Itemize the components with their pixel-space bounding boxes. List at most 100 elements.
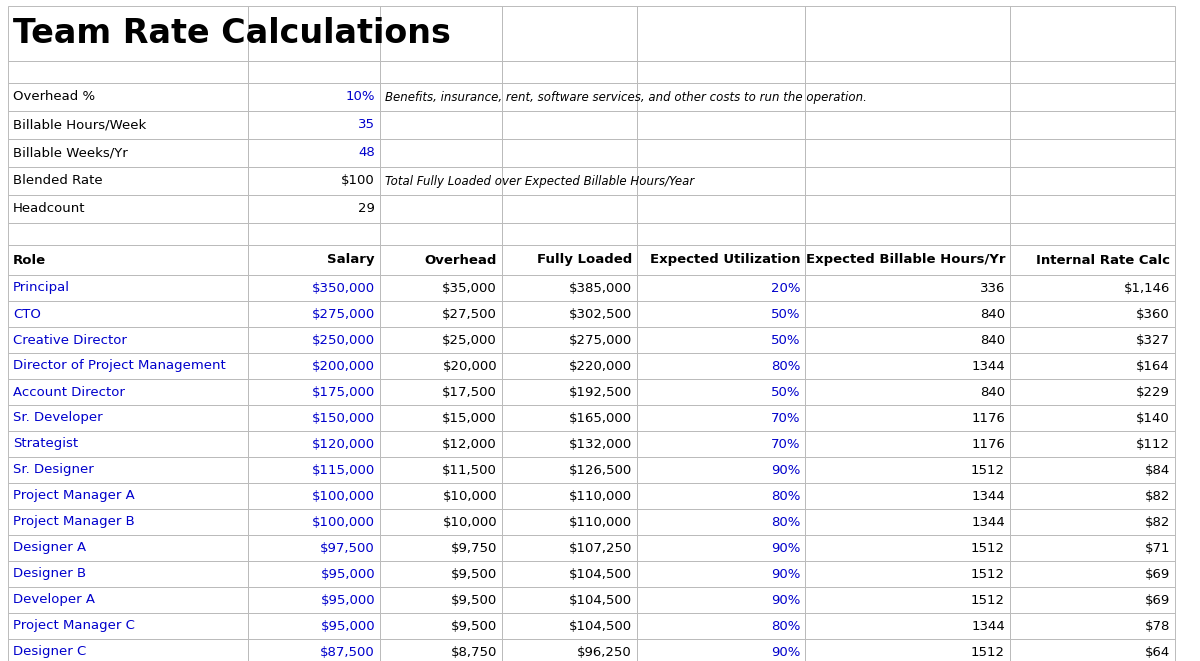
Bar: [502, 353, 637, 379]
Text: 70%: 70%: [770, 412, 800, 424]
Text: 48: 48: [359, 147, 374, 159]
Bar: [637, 405, 805, 431]
Bar: [1010, 535, 1175, 561]
Text: $9,750: $9,750: [451, 541, 497, 555]
Bar: [502, 139, 637, 167]
Bar: [1010, 587, 1175, 613]
Text: $9,500: $9,500: [451, 619, 497, 633]
Bar: [1010, 61, 1175, 83]
Bar: [8, 431, 248, 457]
Text: $100: $100: [341, 175, 374, 188]
Text: $10,000: $10,000: [443, 490, 497, 502]
Bar: [1010, 639, 1175, 661]
Bar: [502, 379, 637, 405]
Text: Internal Rate Calc: Internal Rate Calc: [1036, 254, 1170, 266]
Text: $100,000: $100,000: [312, 490, 374, 502]
Text: $15,000: $15,000: [443, 412, 497, 424]
Bar: [8, 639, 248, 661]
Bar: [805, 431, 1010, 457]
Text: $8,750: $8,750: [451, 646, 497, 658]
Text: Strategist: Strategist: [13, 438, 78, 451]
Bar: [380, 509, 502, 535]
Bar: [805, 275, 1010, 301]
Text: 840: 840: [980, 385, 1006, 399]
Bar: [502, 301, 637, 327]
Text: $165,000: $165,000: [569, 412, 632, 424]
Bar: [502, 245, 637, 275]
Bar: [8, 587, 248, 613]
Bar: [637, 195, 805, 223]
Bar: [380, 195, 502, 223]
Text: $220,000: $220,000: [569, 360, 632, 373]
Bar: [1010, 275, 1175, 301]
Bar: [248, 587, 380, 613]
Text: 1512: 1512: [971, 646, 1006, 658]
Bar: [8, 457, 248, 483]
Text: $12,000: $12,000: [443, 438, 497, 451]
Bar: [8, 379, 248, 405]
Text: 50%: 50%: [770, 385, 800, 399]
Bar: [637, 535, 805, 561]
Text: 840: 840: [980, 334, 1006, 346]
Bar: [502, 61, 637, 83]
Text: 840: 840: [980, 307, 1006, 321]
Text: Overhead %: Overhead %: [13, 91, 95, 104]
Bar: [637, 561, 805, 587]
Text: 80%: 80%: [770, 490, 800, 502]
Bar: [502, 587, 637, 613]
Text: 1344: 1344: [971, 360, 1006, 373]
Bar: [380, 483, 502, 509]
Text: $97,500: $97,500: [320, 541, 374, 555]
Bar: [8, 613, 248, 639]
Bar: [248, 83, 380, 111]
Text: 1344: 1344: [971, 516, 1006, 529]
Bar: [502, 195, 637, 223]
Bar: [8, 245, 248, 275]
Bar: [380, 431, 502, 457]
Text: $350,000: $350,000: [312, 282, 374, 295]
Text: $302,500: $302,500: [569, 307, 632, 321]
Bar: [502, 535, 637, 561]
Text: $95,000: $95,000: [320, 619, 374, 633]
Bar: [8, 83, 248, 111]
Bar: [637, 483, 805, 509]
Text: Account Director: Account Director: [13, 385, 125, 399]
Bar: [1010, 561, 1175, 587]
Bar: [248, 561, 380, 587]
Text: $27,500: $27,500: [442, 307, 497, 321]
Bar: [637, 223, 805, 245]
Bar: [502, 431, 637, 457]
Bar: [637, 301, 805, 327]
Text: Billable Weeks/Yr: Billable Weeks/Yr: [13, 147, 127, 159]
Text: Benefits, insurance, rent, software services, and other costs to run the operati: Benefits, insurance, rent, software serv…: [385, 91, 866, 104]
Bar: [1010, 245, 1175, 275]
Text: $120,000: $120,000: [312, 438, 374, 451]
Text: 80%: 80%: [770, 619, 800, 633]
Bar: [1010, 167, 1175, 195]
Text: Team Rate Calculations: Team Rate Calculations: [13, 17, 451, 50]
Bar: [805, 167, 1010, 195]
Bar: [380, 405, 502, 431]
Bar: [637, 111, 805, 139]
Text: $20,000: $20,000: [443, 360, 497, 373]
Bar: [502, 6, 637, 61]
Bar: [637, 6, 805, 61]
Bar: [1010, 327, 1175, 353]
Bar: [380, 301, 502, 327]
Bar: [8, 509, 248, 535]
Bar: [805, 245, 1010, 275]
Text: Sr. Designer: Sr. Designer: [13, 463, 94, 477]
Bar: [805, 639, 1010, 661]
Bar: [380, 139, 502, 167]
Bar: [248, 167, 380, 195]
Bar: [380, 561, 502, 587]
Text: 35: 35: [358, 118, 374, 132]
Text: Creative Director: Creative Director: [13, 334, 127, 346]
Bar: [248, 61, 380, 83]
Bar: [380, 353, 502, 379]
Text: $71: $71: [1145, 541, 1170, 555]
Text: 336: 336: [979, 282, 1006, 295]
Bar: [637, 613, 805, 639]
Text: Expected Billable Hours/Yr: Expected Billable Hours/Yr: [805, 254, 1006, 266]
Bar: [502, 405, 637, 431]
